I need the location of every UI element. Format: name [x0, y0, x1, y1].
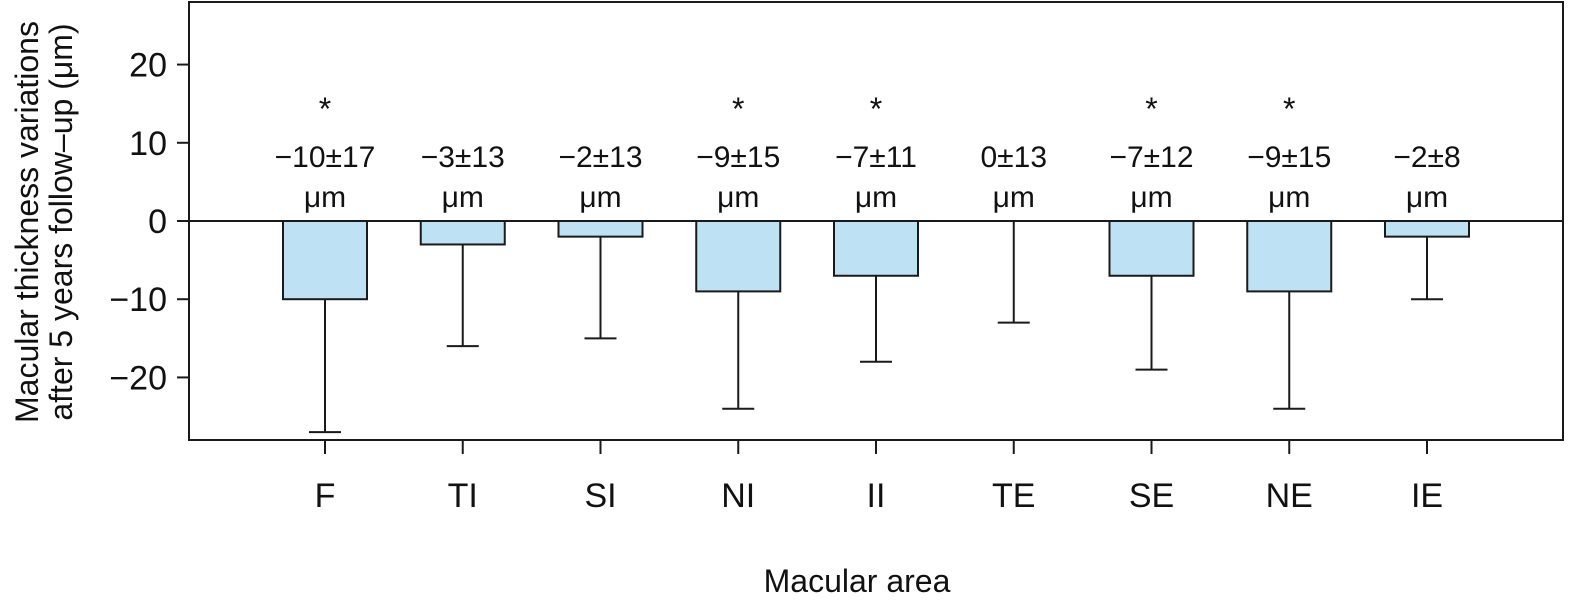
data-label-unit: μm	[1130, 181, 1172, 214]
y-axis-title-line-2: after 5 years follow–up (μm)	[43, 23, 79, 420]
y-tick-label: 20	[129, 47, 167, 85]
y-tick-label: −20	[109, 359, 167, 397]
x-axis-title: Macular area	[764, 563, 951, 599]
data-label-unit: μm	[855, 181, 897, 214]
significance-marker: *	[732, 91, 744, 127]
data-label-unit: μm	[579, 181, 621, 214]
data-label-ie: −2±8	[1393, 141, 1460, 174]
data-label-unit: μm	[717, 181, 759, 214]
x-tick-label-se: SE	[1129, 477, 1174, 515]
x-tick-label-ti: TI	[448, 477, 478, 515]
bars	[282, 220, 1470, 301]
y-axis-title-line-1: Macular thickness variations	[9, 21, 45, 423]
data-label-f: −10±17	[275, 141, 376, 174]
bar-se	[1108, 220, 1195, 277]
y-axis-ticks: 20 10 0 −10 −20	[109, 47, 189, 397]
x-axis-ticks: F TI SI NI II TE SE NE IE	[315, 440, 1443, 515]
data-label-te: 0±13	[980, 141, 1047, 174]
data-label-se: −7±12	[1109, 141, 1193, 174]
bar-ne	[1246, 220, 1333, 293]
x-tick-label-ii: II	[867, 477, 886, 515]
value-annotations: * −10±17 μm −3±13 μm −2±13 μm * −9±15 μm * −7±11 μm 0…	[275, 91, 1461, 214]
data-label-unit: μm	[442, 181, 484, 214]
bar-ti	[419, 220, 506, 246]
x-tick-label-f: F	[315, 477, 336, 515]
bar-ie	[1384, 220, 1470, 238]
y-tick-label: 10	[129, 125, 167, 163]
data-label-ii: −7±11	[835, 141, 917, 174]
data-label-unit: μm	[1268, 181, 1310, 214]
data-label-unit: μm	[1406, 181, 1448, 214]
bar-ni	[695, 220, 782, 293]
data-label-si: −2±13	[558, 141, 642, 174]
error-bars	[309, 221, 1443, 434]
significance-marker: *	[870, 91, 882, 127]
y-axis-title: Macular thickness variations after 5 yea…	[9, 21, 79, 423]
bar-f	[282, 220, 368, 301]
data-label-ne: −9±15	[1247, 141, 1331, 174]
data-label-unit: μm	[304, 181, 346, 214]
significance-marker: *	[319, 91, 331, 127]
x-tick-label-si: SI	[584, 477, 616, 515]
data-label-ni: −9±15	[696, 141, 780, 174]
x-tick-label-ni: NI	[721, 477, 755, 515]
x-tick-label-te: TE	[992, 477, 1035, 515]
y-tick-label: 0	[148, 203, 167, 241]
significance-marker: *	[1145, 91, 1157, 127]
bar-si	[557, 220, 644, 238]
y-tick-label: −10	[109, 281, 167, 319]
x-tick-label-ne: NE	[1266, 477, 1313, 515]
x-tick-label-ie: IE	[1411, 477, 1443, 515]
bar-ii	[833, 220, 919, 277]
data-label-ti: −3±13	[421, 141, 505, 174]
data-label-unit: μm	[993, 181, 1035, 214]
significance-marker: *	[1283, 91, 1295, 127]
